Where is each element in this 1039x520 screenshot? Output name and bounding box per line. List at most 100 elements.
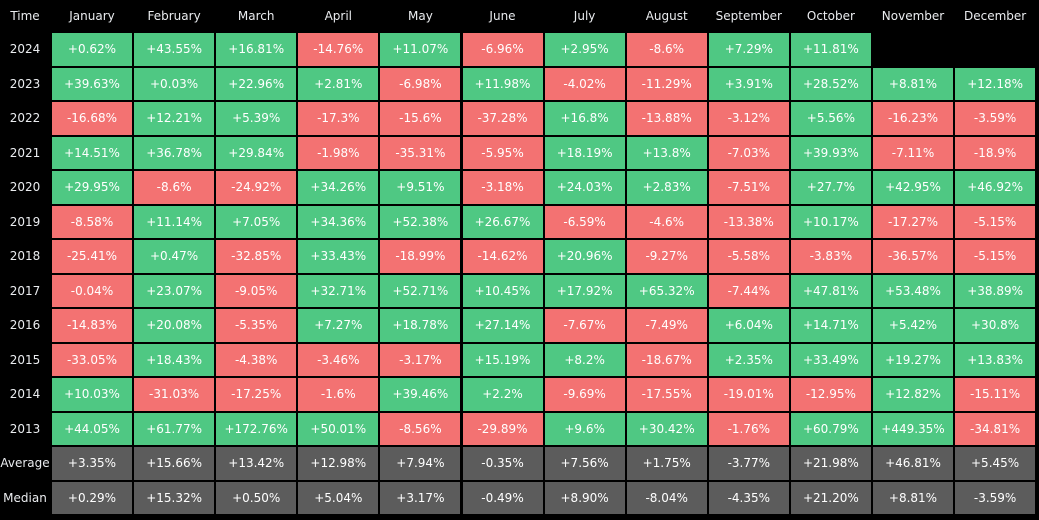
header-cell: December: [963, 9, 1027, 23]
summary-cell: +8.81%: [873, 481, 953, 514]
return-cell: -14.76%: [298, 33, 379, 66]
return-cell: -1.76%: [708, 412, 789, 445]
return-cell: +14.71%: [790, 309, 871, 342]
summary-cell: -4.35%: [708, 481, 789, 514]
return-cell: +7.27%: [298, 309, 379, 342]
return-cell: +6.04%: [708, 309, 789, 342]
return-cell: -6.98%: [380, 67, 461, 100]
return-cell: +44.05%: [52, 412, 132, 445]
return-cell: +47.81%: [790, 274, 871, 307]
return-cell: +5.39%: [216, 102, 297, 135]
return-cell: +2.95%: [544, 33, 625, 66]
return-cell: +0.62%: [52, 33, 132, 66]
return-cell: -3.12%: [708, 102, 789, 135]
return-cell: +10.03%: [52, 378, 132, 411]
return-cell: +20.08%: [134, 309, 215, 342]
return-cell: -7.11%: [873, 136, 953, 169]
header-cell: November: [881, 9, 945, 23]
return-cell: -3.18%: [462, 171, 543, 204]
return-cell: -9.05%: [216, 274, 297, 307]
return-cell: -13.38%: [708, 205, 789, 238]
return-cell: +449.35%: [873, 412, 953, 445]
return-cell: -32.85%: [216, 240, 297, 273]
return-cell: -8.58%: [52, 205, 132, 238]
summary-cell: +7.94%: [380, 447, 461, 480]
row-label: 2013: [9, 421, 41, 436]
return-cell: -1.6%: [298, 378, 379, 411]
return-cell: +16.8%: [544, 102, 625, 135]
return-cell: +15.19%: [462, 343, 543, 376]
return-cell: -8.56%: [380, 412, 461, 445]
return-cell: +30.8%: [955, 309, 1036, 342]
return-cell: -7.03%: [708, 136, 789, 169]
return-cell: -7.67%: [544, 309, 625, 342]
header-cell: August: [645, 9, 688, 23]
return-cell: +28.52%: [790, 67, 871, 100]
row-label: 2016: [9, 318, 41, 333]
header-cell: May: [407, 9, 433, 23]
return-cell: -6.96%: [462, 33, 543, 66]
return-cell: +24.03%: [544, 171, 625, 204]
return-cell: +18.19%: [544, 136, 625, 169]
summary-cell: +0.29%: [52, 481, 132, 514]
return-cell: +7.05%: [216, 205, 297, 238]
return-cell: +33.43%: [298, 240, 379, 273]
return-cell: -7.51%: [708, 171, 789, 204]
return-cell: -16.68%: [52, 102, 132, 135]
return-cell: +12.82%: [873, 378, 953, 411]
return-cell: +26.67%: [462, 205, 543, 238]
return-cell: -4.6%: [626, 205, 707, 238]
return-cell: -29.89%: [462, 412, 543, 445]
return-cell: -12.95%: [790, 378, 871, 411]
row-label: 2017: [9, 283, 41, 298]
header-cell: July: [573, 9, 596, 23]
return-cell: +8.2%: [544, 343, 625, 376]
return-cell: +13.8%: [626, 136, 707, 169]
summary-cell: +21.98%: [790, 447, 871, 480]
row-label: 2019: [9, 214, 41, 229]
return-cell: +17.92%: [544, 274, 625, 307]
summary-cell: +5.04%: [298, 481, 379, 514]
return-cell: +46.92%: [955, 171, 1036, 204]
return-cell: +39.63%: [52, 67, 132, 100]
return-cell: -8.6%: [134, 171, 215, 204]
header-cell: March: [237, 9, 275, 23]
return-cell: +0.47%: [134, 240, 215, 273]
return-cell: +42.95%: [873, 171, 953, 204]
return-cell: -37.28%: [462, 102, 543, 135]
return-cell: -9.27%: [626, 240, 707, 273]
summary-cell: +21.20%: [790, 481, 871, 514]
summary-cell: +1.75%: [626, 447, 707, 480]
return-cell: -17.55%: [626, 378, 707, 411]
return-cell: -14.62%: [462, 240, 543, 273]
summary-cell: -3.59%: [955, 481, 1036, 514]
return-cell: +7.29%: [708, 33, 789, 66]
summary-cell: -0.49%: [462, 481, 543, 514]
return-cell: +29.95%: [52, 171, 132, 204]
return-cell: +2.81%: [298, 67, 379, 100]
return-cell: +27.14%: [462, 309, 543, 342]
header-cell: October: [806, 9, 855, 23]
return-cell: +3.91%: [708, 67, 789, 100]
return-cell: -36.57%: [873, 240, 953, 273]
row-label: 2015: [9, 352, 41, 367]
return-cell: +13.83%: [955, 343, 1036, 376]
return-cell: +36.78%: [134, 136, 215, 169]
return-cell: -4.38%: [216, 343, 297, 376]
summary-cell: -3.77%: [708, 447, 789, 480]
row-label: 2023: [9, 76, 41, 91]
return-cell: -1.98%: [298, 136, 379, 169]
return-cell: +65.32%: [626, 274, 707, 307]
return-cell: -18.67%: [626, 343, 707, 376]
return-cell: +29.84%: [216, 136, 297, 169]
return-cell: +11.14%: [134, 205, 215, 238]
return-cell: +38.89%: [955, 274, 1036, 307]
return-cell: +34.26%: [298, 171, 379, 204]
return-cell: -3.83%: [790, 240, 871, 273]
return-cell: +50.01%: [298, 412, 379, 445]
return-cell: -13.88%: [626, 102, 707, 135]
return-cell: -15.6%: [380, 102, 461, 135]
return-cell: +34.36%: [298, 205, 379, 238]
return-cell: -5.35%: [216, 309, 297, 342]
summary-cell: +7.56%: [544, 447, 625, 480]
